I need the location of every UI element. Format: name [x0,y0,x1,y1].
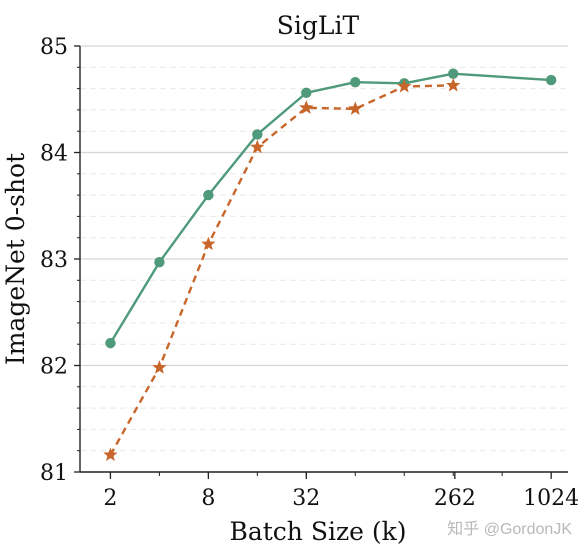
data-point-circle [448,68,459,79]
y-tick-label: 82 [40,355,68,380]
data-point-circle [545,74,557,86]
series-1 [105,68,557,349]
series-2 [103,77,461,462]
data-point-star [299,100,314,114]
data-point-star [446,77,461,92]
grid-layer [80,45,568,452]
series-line [109,84,454,456]
data-point-circle [203,189,214,201]
x-tick-label: 1024 [523,486,579,511]
data-point-circle [350,77,361,88]
x-tick-label: 262 [434,486,476,511]
y-tick-label: 83 [40,248,68,273]
data-point-star [152,360,167,374]
series-layer [103,68,557,462]
watermark-text: 知乎 @GordonJK [447,520,572,538]
series-line [109,72,552,344]
x-tick-label: 2 [103,486,117,511]
data-point-star [103,447,118,462]
y-tick-label: 85 [40,35,68,60]
x-axis-label: Batch Size (k) [229,517,406,546]
data-point-star [201,236,216,251]
data-point-star [250,139,265,154]
data-point-star [397,78,412,93]
data-point-circle [301,87,312,99]
y-tick-label: 81 [40,461,68,486]
data-point-circle [105,337,116,349]
data-point-circle [252,129,263,140]
data-point-circle [154,256,165,268]
ticks-layer: 81 82 83 84 85 2 8 32 262 1024 [40,35,579,511]
chart-title: SigLiT [277,11,360,40]
x-tick-label: 8 [201,486,215,511]
y-tick-label: 84 [40,142,68,167]
x-tick-label: 32 [292,486,320,511]
y-axis-label: ImageNet 0-shot [1,153,30,365]
data-point-star [348,101,363,115]
